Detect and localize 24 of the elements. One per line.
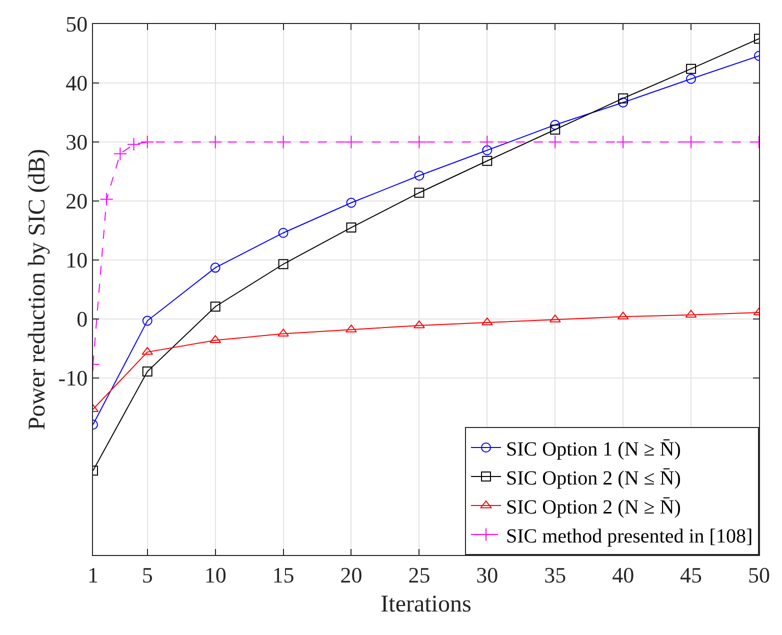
y-tick-label: 10 bbox=[66, 248, 88, 273]
y-tick-label: 0 bbox=[76, 306, 88, 332]
x-tick-label: 15 bbox=[272, 562, 294, 588]
y-axis-title: Power reduction by SIC (dB) bbox=[24, 148, 50, 430]
x-tick-label: 1 bbox=[88, 562, 98, 588]
x-tick-label: 35 bbox=[544, 562, 566, 588]
y-tick-label: 50 bbox=[66, 12, 88, 37]
x-tick-label: 40 bbox=[612, 562, 634, 588]
legend-label: SIC Option 1 (N ≥ N̄) bbox=[506, 438, 681, 460]
x-axis-title: Iterations bbox=[380, 592, 472, 618]
x-tick-label: 25 bbox=[408, 562, 430, 588]
x-tick-label: 50 bbox=[748, 562, 770, 588]
legend-label: SIC method presented in [108] bbox=[506, 525, 753, 548]
x-tick-label: 45 bbox=[680, 562, 702, 588]
x-tick-label: 10 bbox=[204, 562, 226, 588]
y-tick-label: -10 bbox=[58, 366, 88, 391]
x-tick-label: 5 bbox=[142, 562, 153, 588]
y-tick-label: 40 bbox=[66, 70, 88, 96]
y-tick-label: 20 bbox=[66, 188, 88, 214]
legend-label: SIC Option 2 (N ≤ N̄) bbox=[506, 467, 681, 490]
legend-label: SIC Option 2 (N ≥ N̄) bbox=[506, 496, 681, 518]
x-tick-label: 30 bbox=[476, 562, 498, 588]
x-tick-label: 20 bbox=[340, 562, 362, 588]
y-tick-label: 30 bbox=[66, 130, 88, 155]
